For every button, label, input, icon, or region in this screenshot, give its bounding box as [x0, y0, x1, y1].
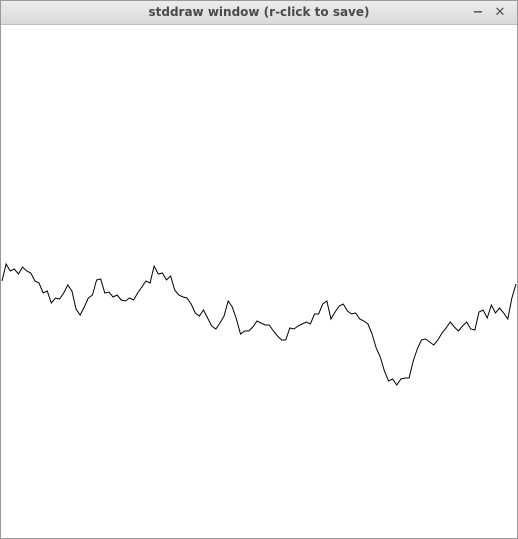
window-title: stddraw window (r-click to save) [148, 5, 370, 19]
close-icon[interactable]: ✕ [494, 5, 506, 20]
title-bar[interactable]: stddraw window (r-click to save) − ✕ [1, 1, 517, 25]
random-walk-drawing [1, 25, 517, 538]
minimize-icon[interactable]: − [472, 5, 484, 20]
random-walk-line [1, 262, 517, 386]
drawing-canvas[interactable] [1, 25, 517, 538]
